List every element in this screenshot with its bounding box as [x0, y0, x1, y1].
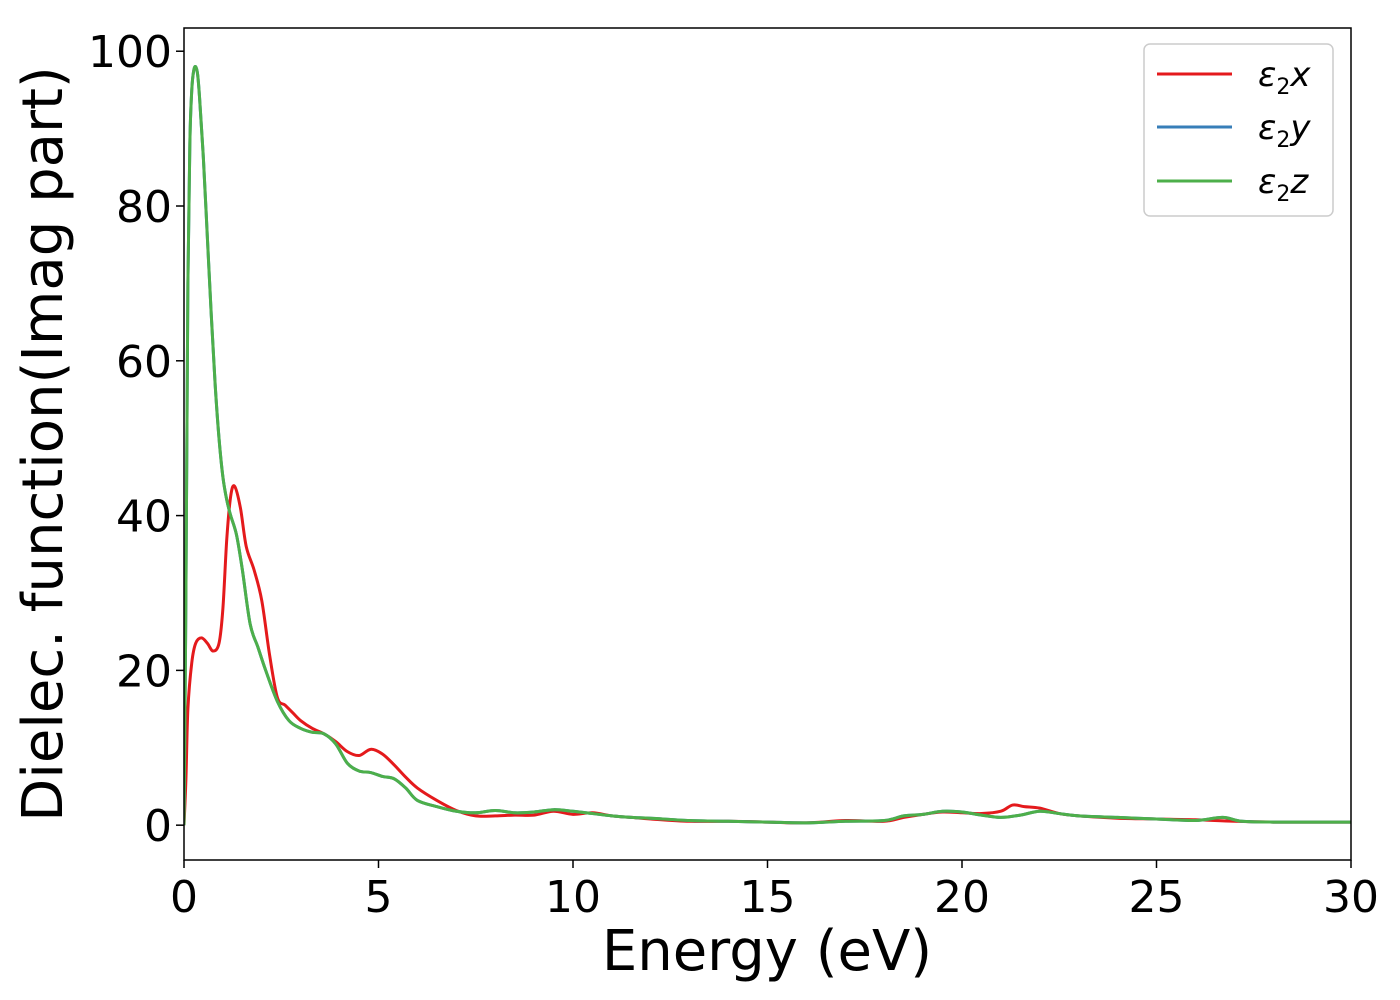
legend-box: [1143, 43, 1334, 217]
series-line-x: [184, 484, 1351, 826]
x-tick-label: 30: [1323, 872, 1379, 923]
y-axis-label: Dielec. function(Imag part): [11, 66, 76, 822]
legend-label-x: ε2x: [1258, 55, 1311, 100]
x-tick-label: 10: [545, 872, 601, 923]
x-tick-label: 20: [934, 872, 990, 923]
series-line-z: [184, 65, 1351, 826]
y-tick-label: 0: [144, 801, 172, 852]
legend-items: ε2x ε2y ε2z: [1157, 55, 1311, 207]
ticks-layer: 0 5 10 15 20 25 30 0 20 40 60 80 100: [88, 27, 1379, 923]
legend-label-y: ε2y: [1258, 108, 1311, 153]
legend-label-z: ε2z: [1258, 162, 1309, 207]
series-layer: [184, 65, 1351, 826]
y-tick-label: 100: [88, 27, 172, 78]
x-tick-label: 15: [740, 872, 796, 923]
x-tick-label: 5: [365, 872, 393, 923]
x-tick-label: 0: [170, 872, 198, 923]
legend: ε2x ε2y ε2z: [1143, 43, 1334, 217]
y-tick-label: 40: [116, 492, 172, 543]
x-tick-label: 25: [1129, 872, 1185, 923]
y-tick-label: 80: [116, 182, 172, 233]
x-axis-label: Energy (eV): [602, 919, 932, 984]
y-tick-label: 60: [116, 337, 172, 388]
y-tick-label: 20: [116, 646, 172, 697]
